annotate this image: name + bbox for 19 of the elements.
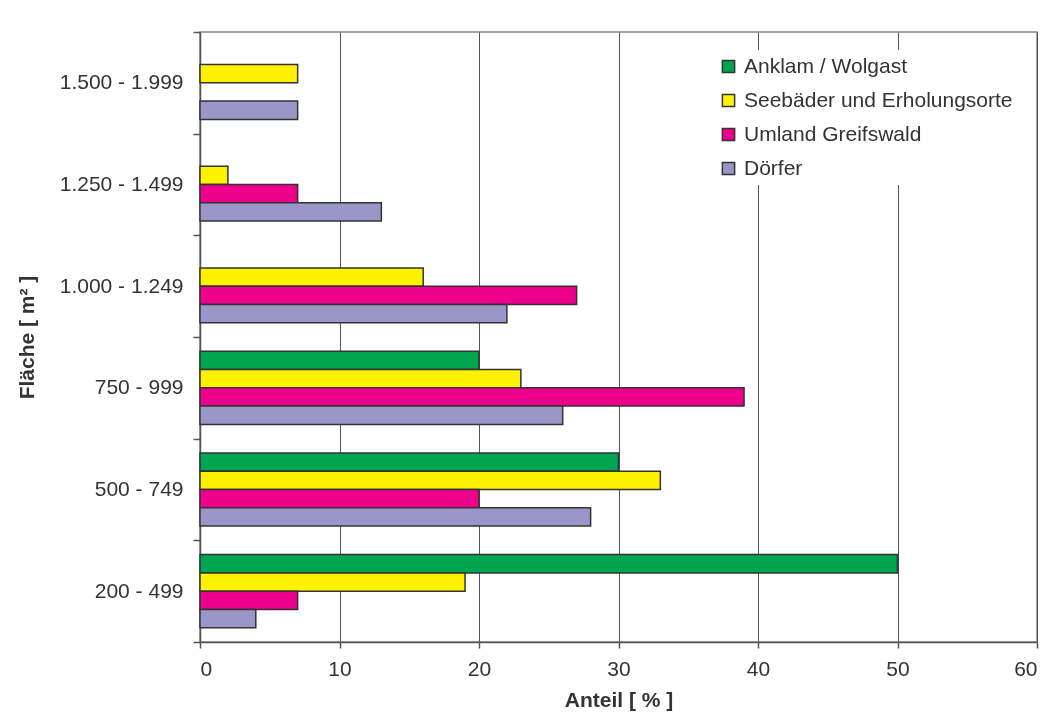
x-tick-label: 10 [328, 656, 352, 680]
y-tick-label: 1.250 - 1.499 [59, 172, 184, 195]
x-tick-label: 40 [746, 656, 771, 680]
y-axis-title: Fläche [ m² ] [14, 275, 38, 400]
x-tick-label: 0 [200, 656, 213, 680]
y-tick-label: 500 - 749 [94, 477, 184, 500]
x-tick-label: 50 [886, 656, 910, 680]
x-axis-title: Anteil [ % ] [564, 687, 674, 711]
legend-label: Seebäder und Erholungsorte [744, 87, 1013, 111]
y-tick-label: 1.000 - 1.249 [59, 273, 184, 297]
y-tick-label: 200 - 499 [94, 578, 184, 602]
legend-label: Dörfer [744, 155, 803, 179]
y-tick-label: 750 - 999 [94, 375, 184, 399]
x-tick-label: 20 [467, 656, 492, 680]
x-tick-label: 30 [607, 656, 631, 680]
legend-label: Umland Greifswald [744, 121, 922, 145]
x-tick-label: 60 [1014, 656, 1038, 680]
legend-label: Anklam / Wolgast [744, 53, 908, 77]
y-tick-label: 1.500 - 1.999 [59, 70, 184, 94]
